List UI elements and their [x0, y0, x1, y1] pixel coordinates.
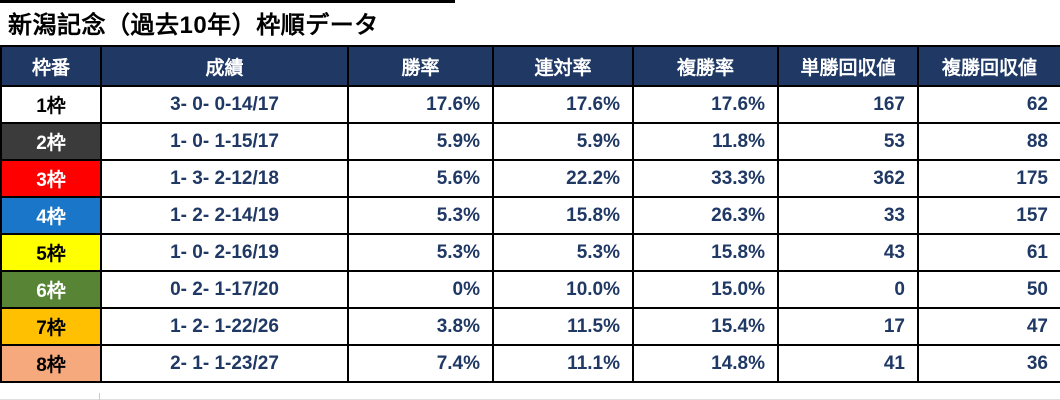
record-cell: 3- 0- 0-14/17 [100, 85, 349, 124]
show-rate-cell: 15.0% [632, 270, 779, 309]
show-roi-cell: 36 [917, 344, 1060, 383]
table-row: 2枠 1- 0- 1-15/17 5.9% 5.9% 11.8% 53 88 [0, 122, 1060, 161]
quinella-rate-cell: 5.3% [492, 233, 634, 272]
waku-badge: 5枠 [0, 233, 102, 272]
table-row: 6枠 0- 2- 1-17/20 0% 10.0% 15.0% 0 50 [0, 270, 1060, 309]
waku-badge: 6枠 [0, 270, 102, 309]
waku-badge: 4枠 [0, 196, 102, 235]
win-rate-cell: 5.6% [347, 159, 494, 198]
record-cell: 1- 0- 1-15/17 [100, 122, 349, 161]
show-rate-cell: 11.8% [632, 122, 779, 161]
win-rate-cell: 5.9% [347, 122, 494, 161]
header-waku: 枠番 [0, 45, 102, 87]
quinella-rate-cell: 10.0% [492, 270, 634, 309]
waku-badge: 3枠 [0, 159, 102, 198]
record-cell: 2- 1- 1-23/27 [100, 344, 349, 383]
show-roi-cell: 62 [917, 85, 1060, 124]
win-roi-cell: 33 [777, 196, 919, 235]
win-rate-cell: 17.6% [347, 85, 494, 124]
header-win-rate: 勝率 [347, 45, 494, 87]
waku-badge: 8枠 [0, 344, 102, 383]
win-rate-cell: 5.3% [347, 233, 494, 272]
table-row: 4枠 1- 2- 2-14/19 5.3% 15.8% 26.3% 33 157 [0, 196, 1060, 235]
show-roi-cell: 157 [917, 196, 1060, 235]
show-roi-cell: 88 [917, 122, 1060, 161]
show-rate-cell: 17.6% [632, 85, 779, 124]
waku-badge: 2枠 [0, 122, 102, 161]
show-roi-cell: 61 [917, 233, 1060, 272]
quinella-rate-cell: 11.1% [492, 344, 634, 383]
win-roi-cell: 0 [777, 270, 919, 309]
win-roi-cell: 362 [777, 159, 919, 198]
waku-badge: 1枠 [0, 85, 102, 124]
record-cell: 1- 0- 2-16/19 [100, 233, 349, 272]
win-roi-cell: 43 [777, 233, 919, 272]
table-row: 1枠 3- 0- 0-14/17 17.6% 17.6% 17.6% 167 6… [0, 85, 1060, 124]
quinella-rate-cell: 5.9% [492, 122, 634, 161]
waku-data-table: 枠番 成績 勝率 連対率 複勝率 単勝回収値 複勝回収値 1枠 3- 0- 0-… [0, 45, 1060, 383]
record-cell: 0- 2- 1-17/20 [100, 270, 349, 309]
show-rate-cell: 26.3% [632, 196, 779, 235]
win-rate-cell: 3.8% [347, 307, 494, 346]
show-rate-cell: 33.3% [632, 159, 779, 198]
quinella-rate-cell: 11.5% [492, 307, 634, 346]
excel-gridline-vertical [99, 393, 100, 400]
table-row: 5枠 1- 0- 2-16/19 5.3% 5.3% 15.8% 43 61 [0, 233, 1060, 272]
win-roi-cell: 17 [777, 307, 919, 346]
table-row: 8枠 2- 1- 1-23/27 7.4% 11.1% 14.8% 41 36 [0, 344, 1060, 383]
header-win-roi: 単勝回収値 [777, 45, 919, 87]
show-roi-cell: 50 [917, 270, 1060, 309]
table-row: 7枠 1- 2- 1-22/26 3.8% 11.5% 15.4% 17 47 [0, 307, 1060, 346]
win-rate-cell: 5.3% [347, 196, 494, 235]
show-rate-cell: 15.4% [632, 307, 779, 346]
win-roi-cell: 53 [777, 122, 919, 161]
header-quinella-rate: 連対率 [492, 45, 634, 87]
quinella-rate-cell: 22.2% [492, 159, 634, 198]
win-roi-cell: 167 [777, 85, 919, 124]
win-rate-cell: 7.4% [347, 344, 494, 383]
win-roi-cell: 41 [777, 344, 919, 383]
show-roi-cell: 47 [917, 307, 1060, 346]
quinella-rate-cell: 17.6% [492, 85, 634, 124]
record-cell: 1- 2- 2-14/19 [100, 196, 349, 235]
page-title: 新潟記念（過去10年）枠順データ [8, 12, 379, 39]
title-top-border [0, 0, 455, 3]
record-cell: 1- 2- 1-22/26 [100, 307, 349, 346]
header-show-rate: 複勝率 [632, 45, 779, 87]
header-show-roi: 複勝回収値 [917, 45, 1060, 87]
show-roi-cell: 175 [917, 159, 1060, 198]
header-record: 成績 [100, 45, 349, 87]
waku-badge: 7枠 [0, 307, 102, 346]
win-rate-cell: 0% [347, 270, 494, 309]
show-rate-cell: 15.8% [632, 233, 779, 272]
table-row: 3枠 1- 3- 2-12/18 5.6% 22.2% 33.3% 362 17… [0, 159, 1060, 198]
header-row: 枠番 成績 勝率 連対率 複勝率 単勝回収値 複勝回収値 [0, 45, 1060, 87]
record-cell: 1- 3- 2-12/18 [100, 159, 349, 198]
show-rate-cell: 14.8% [632, 344, 779, 383]
quinella-rate-cell: 15.8% [492, 196, 634, 235]
